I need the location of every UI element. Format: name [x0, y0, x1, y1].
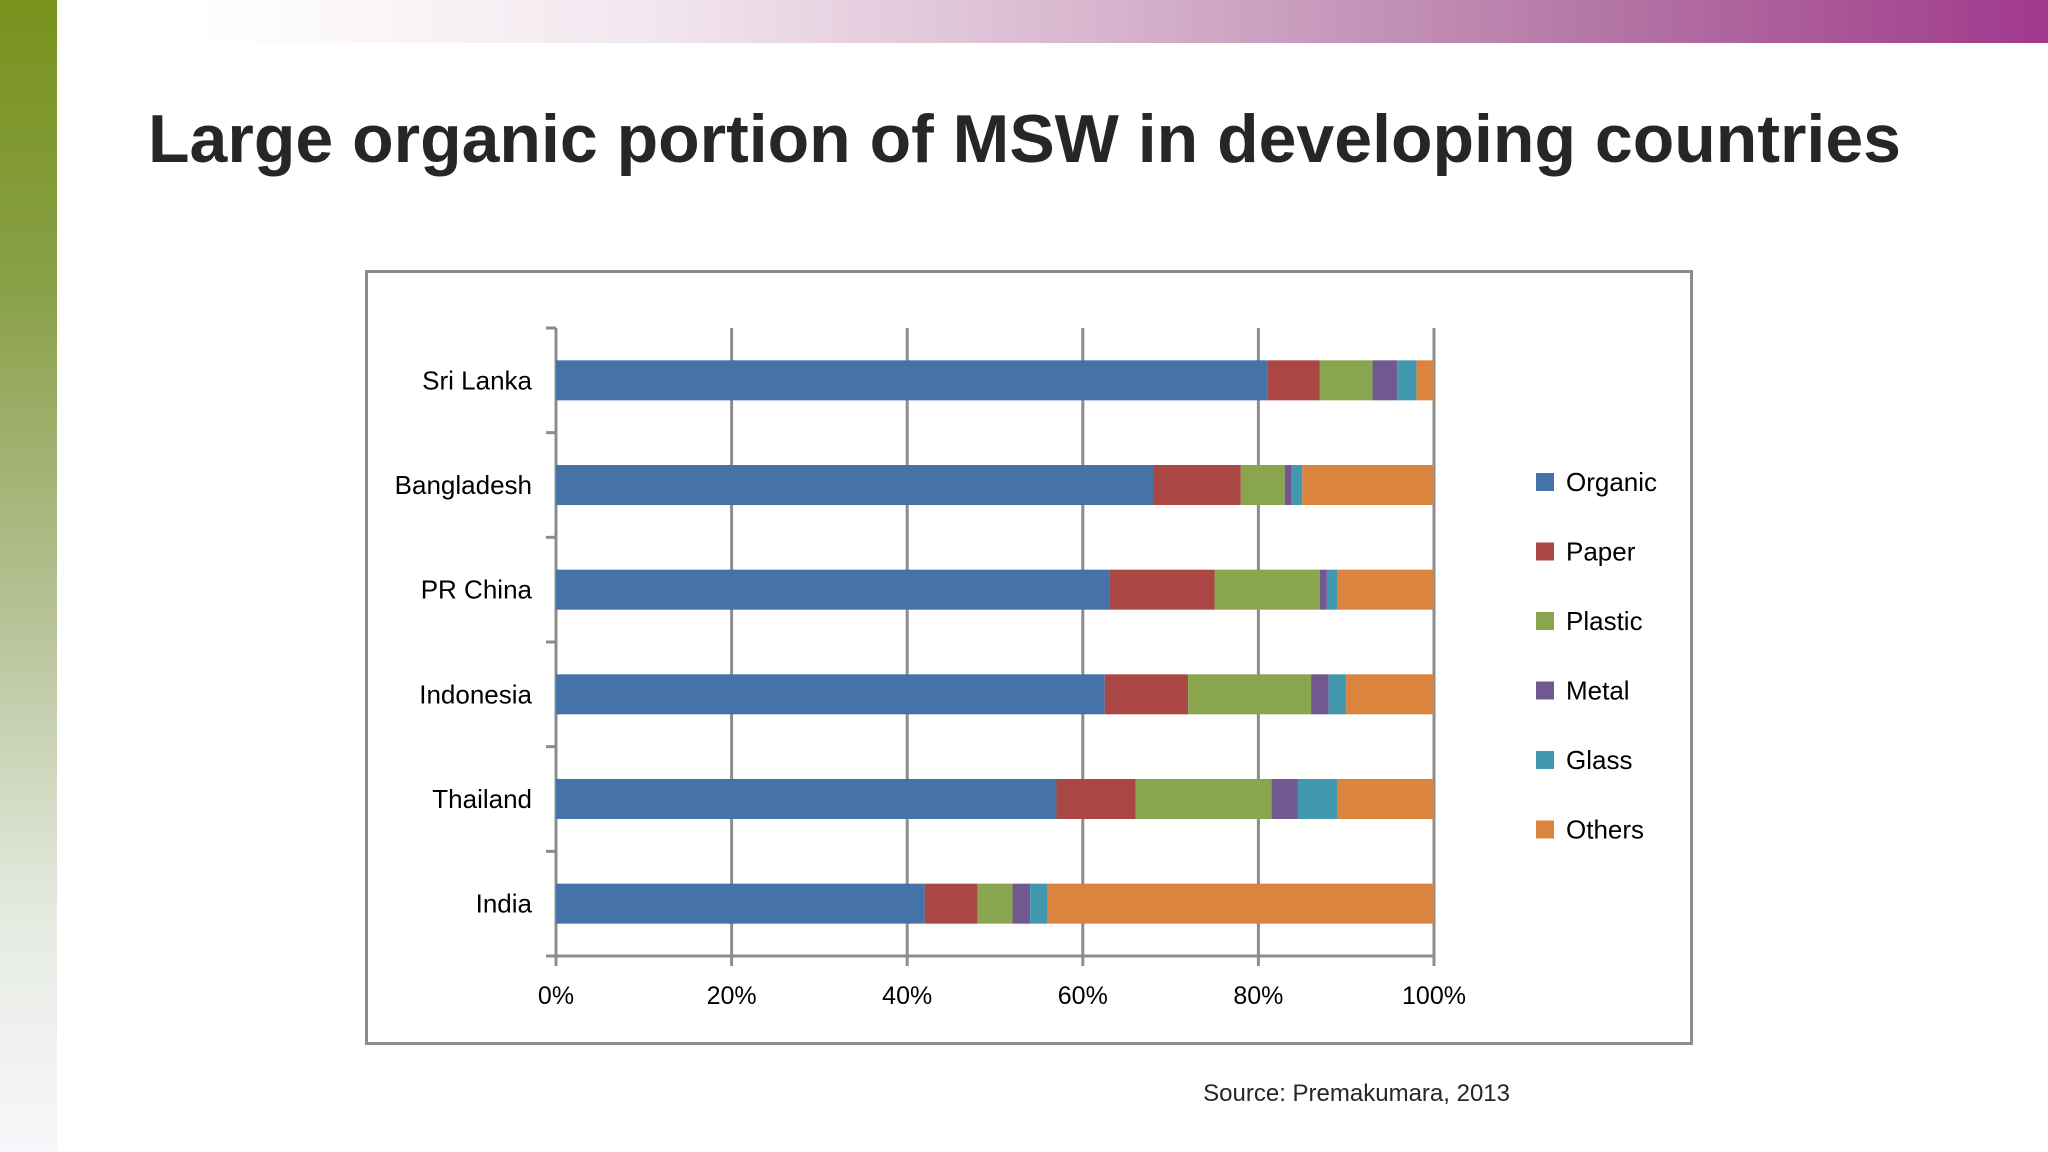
legend-swatch-organic: [1536, 473, 1554, 491]
bar-segment-metal: [1372, 360, 1398, 401]
x-tick-label: 0%: [538, 982, 574, 1010]
bar-segment-others: [1416, 360, 1434, 401]
bar-segment-glass: [1030, 883, 1048, 924]
legend-label: Metal: [1566, 676, 1630, 706]
legend-swatch-plastic: [1536, 612, 1554, 630]
bar-segment-plastic: [1319, 360, 1373, 401]
bar-segment-paper: [924, 883, 978, 924]
legend-label: Glass: [1566, 745, 1632, 775]
x-tick-label: 100%: [1402, 982, 1466, 1010]
y-category-label: Indonesia: [419, 679, 532, 709]
bar-segment-glass: [1326, 569, 1338, 610]
bar-segment-plastic: [977, 883, 1013, 924]
top-accent-bar: [200, 0, 2048, 43]
bar-segment-organic: [556, 569, 1110, 610]
source-note: Source: Premakumara, 2013: [1203, 1080, 1510, 1107]
bar-segment-plastic: [1240, 465, 1285, 505]
bar-segment-paper: [1153, 465, 1241, 505]
bar-segment-others: [1337, 779, 1434, 819]
bar-segment-others: [1302, 465, 1434, 505]
legend-swatch-metal: [1536, 681, 1554, 700]
bar-segment-organic: [556, 779, 1057, 819]
bar-segment-paper: [1267, 360, 1320, 401]
bar-segment-glass: [1397, 360, 1417, 401]
bar-segment-metal: [1284, 465, 1292, 505]
left-accent-bar: [0, 0, 57, 1152]
bar-segment-glass: [1297, 779, 1338, 819]
bar-segment-metal: [1319, 569, 1327, 610]
bar-segment-organic: [556, 883, 925, 924]
bar-segment-glass: [1291, 465, 1303, 505]
bar-segment-organic: [556, 674, 1105, 715]
bar-segment-others: [1047, 883, 1434, 924]
chart-frame: 0% 20% 40% 60% 80% 100% Sri Lanka Bangladesh PR …: [365, 270, 1693, 1045]
legend-label: Organic: [1566, 467, 1657, 497]
bar-segment-glass: [1328, 674, 1347, 715]
y-category-label: Thailand: [432, 784, 532, 814]
legend-label: Paper: [1566, 537, 1636, 567]
x-tick-label: 80%: [1233, 982, 1283, 1010]
y-category-label: Bangladesh: [395, 470, 532, 500]
bar-segment-plastic: [1135, 779, 1272, 819]
bar-segment-paper: [1104, 674, 1189, 715]
bar-segment-metal: [1271, 779, 1298, 819]
x-tick-label: 20%: [707, 982, 757, 1010]
bar-segment-others: [1346, 674, 1434, 715]
bar-segment-plastic: [1188, 674, 1312, 715]
bar-segment-paper: [1109, 569, 1215, 610]
bar-segment-paper: [1056, 779, 1136, 819]
legend-swatch-paper: [1536, 542, 1554, 561]
bar-segment-others: [1337, 569, 1434, 610]
y-category-label: Sri Lanka: [422, 365, 532, 395]
bar-segment-metal: [1311, 674, 1329, 715]
legend-label: Others: [1566, 815, 1644, 845]
legend-swatch-others: [1536, 820, 1554, 839]
bar-segment-organic: [556, 465, 1154, 505]
stacked-bar-chart: 0% 20% 40% 60% 80% 100% Sri Lanka Bangladesh PR …: [395, 326, 1657, 1010]
bar-segment-metal: [1012, 883, 1031, 924]
y-category-label: India: [476, 889, 533, 919]
x-tick-label: 60%: [1058, 982, 1108, 1010]
bar-segment-plastic: [1214, 569, 1320, 610]
y-category-label: PR China: [421, 575, 533, 605]
legend-swatch-glass: [1536, 751, 1554, 769]
legend-label: Plastic: [1566, 606, 1643, 636]
bar-segment-organic: [556, 360, 1268, 401]
x-tick-label: 40%: [882, 982, 932, 1010]
slide-title: Large organic portion of MSW in developi…: [148, 101, 1901, 177]
